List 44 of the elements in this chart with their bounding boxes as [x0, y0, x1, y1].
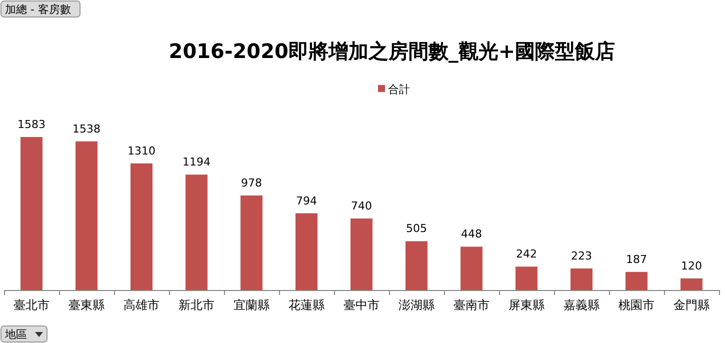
x-tick-label: 宜蘭縣 [234, 298, 270, 312]
bar [516, 266, 538, 290]
bar [130, 163, 152, 290]
chart-title: 2016-2020即將增加之房間數_觀光+國際型飯店 [168, 39, 616, 63]
data-label: 1583 [18, 118, 46, 131]
x-tick-label: 金門縣 [674, 298, 710, 312]
data-label: 1538 [72, 122, 100, 136]
data-label: 448 [461, 228, 482, 241]
legend: 合計 [378, 83, 410, 96]
x-tick-label: 高雄市 [124, 298, 160, 312]
bar [626, 272, 648, 290]
legend-label: 合計 [388, 83, 410, 96]
data-label: 1194 [182, 156, 210, 169]
x-tick-label: 花蓮縣 [288, 298, 324, 312]
data-label: 223 [571, 249, 592, 262]
x-tick-label: 新北市 [178, 298, 214, 312]
data-label: 187 [626, 252, 647, 266]
data-label: 242 [516, 248, 537, 261]
x-tick-label: 澎湖縣 [398, 298, 434, 312]
data-label: 978 [241, 176, 262, 190]
field-button: 地區 [0, 326, 48, 342]
bar [76, 141, 98, 290]
x-tick-label: 臺北市 [14, 298, 50, 312]
bar [570, 268, 592, 290]
bar [240, 195, 262, 290]
data-label: 1310 [128, 144, 156, 158]
bar [460, 246, 482, 290]
bar [406, 241, 428, 290]
bar [350, 218, 372, 290]
bar [296, 213, 318, 290]
bar [186, 174, 208, 290]
field-button: 加總 - 客房數 [0, 0, 80, 18]
data-label: 740 [351, 199, 372, 212]
bar [20, 137, 42, 290]
x-tick-label: 屏東縣 [508, 298, 544, 312]
x-tick-label: 臺南市 [454, 298, 490, 312]
data-label: 505 [406, 222, 427, 236]
x-tick-label: 嘉義縣 [564, 298, 600, 312]
x-tick-label: 臺中市 [344, 298, 380, 312]
x-tick-label: 桃園市 [618, 298, 654, 312]
x-tick-label: 臺東縣 [68, 298, 104, 312]
bar [680, 278, 702, 290]
data-label: 794 [296, 194, 317, 208]
data-label: 120 [681, 259, 702, 272]
